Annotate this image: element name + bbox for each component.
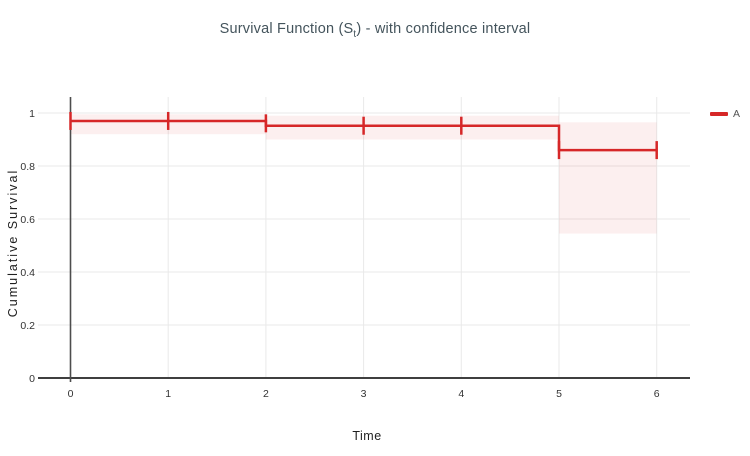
y-tick-label: 0.6 — [20, 214, 35, 226]
survival-line — [70, 119, 657, 152]
x-tick-label: 4 — [458, 388, 464, 400]
x-tick-label: 2 — [263, 388, 269, 400]
x-tick-label: 5 — [556, 388, 562, 400]
y-tick-label: 0.4 — [20, 267, 35, 279]
y-tick-label: 0.8 — [20, 161, 35, 173]
legend: A — [710, 108, 740, 120]
legend-item-a[interactable]: A — [710, 108, 740, 120]
chart-title-subscript: t — [353, 28, 357, 40]
y-axis-title: Cumulative Survival — [6, 168, 20, 318]
x-tick-label: 6 — [654, 388, 660, 400]
legend-line-swatch — [710, 112, 728, 116]
chart-title: Survival Function (St) - with confidence… — [0, 21, 750, 40]
legend-label: A — [733, 108, 741, 120]
ci-band — [559, 122, 657, 234]
x-tick-label: 0 — [68, 388, 74, 400]
y-tick-label: 1 — [29, 108, 35, 120]
y-tick-label: 0 — [29, 373, 35, 385]
chart-title-post: ) - with confidence interval — [356, 21, 531, 37]
chart-title-pre: Survival Function (S — [219, 21, 354, 37]
y-tick-label: 0.2 — [20, 320, 35, 332]
x-tick-label: 3 — [361, 388, 367, 400]
x-tick-label: 1 — [165, 388, 171, 400]
ci-band — [265, 115, 559, 140]
x-axis-title: Time — [352, 429, 382, 443]
